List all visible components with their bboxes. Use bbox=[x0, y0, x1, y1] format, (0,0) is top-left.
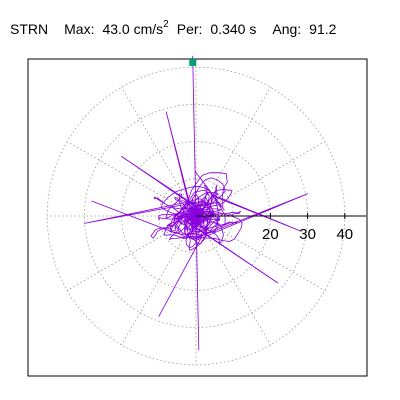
station-code: STRN bbox=[10, 21, 49, 37]
grid-spoke-240 bbox=[121, 215, 197, 346]
trace-path bbox=[84, 55, 308, 351]
angle-value: 91.2 bbox=[309, 21, 337, 37]
grid-spoke-120 bbox=[121, 86, 197, 217]
max-unit-exponent: 2 bbox=[163, 19, 169, 30]
peak-marker-group bbox=[189, 59, 197, 67]
radial-axis: 20 30 40 bbox=[196, 213, 366, 243]
radial-tick-label-30: 30 bbox=[299, 226, 316, 243]
chart-title: STRN Max: 43.0 cm/s2 Per: 0.340 s Ang: 91.2 bbox=[10, 18, 336, 40]
grid-spoke-300 bbox=[195, 215, 271, 346]
plot-frame bbox=[27, 58, 368, 377]
period-label: Per: bbox=[176, 21, 203, 37]
radial-tick-label-40: 40 bbox=[336, 226, 353, 243]
max-value: 43.0 bbox=[102, 21, 130, 37]
max-unit: cm/s bbox=[133, 21, 164, 37]
angle-label: Ang: bbox=[272, 21, 302, 37]
peak-marker bbox=[189, 59, 197, 67]
radial-tick-label-20: 20 bbox=[262, 226, 279, 243]
grid-spoke-150 bbox=[66, 141, 197, 217]
grid-spoke-330 bbox=[195, 215, 326, 291]
grid-spoke-30 bbox=[195, 141, 326, 217]
motion-trace bbox=[84, 55, 308, 351]
period-value: 0.340 s bbox=[210, 21, 257, 37]
max-label: Max: bbox=[64, 21, 95, 37]
grid-spoke-210 bbox=[66, 215, 197, 291]
